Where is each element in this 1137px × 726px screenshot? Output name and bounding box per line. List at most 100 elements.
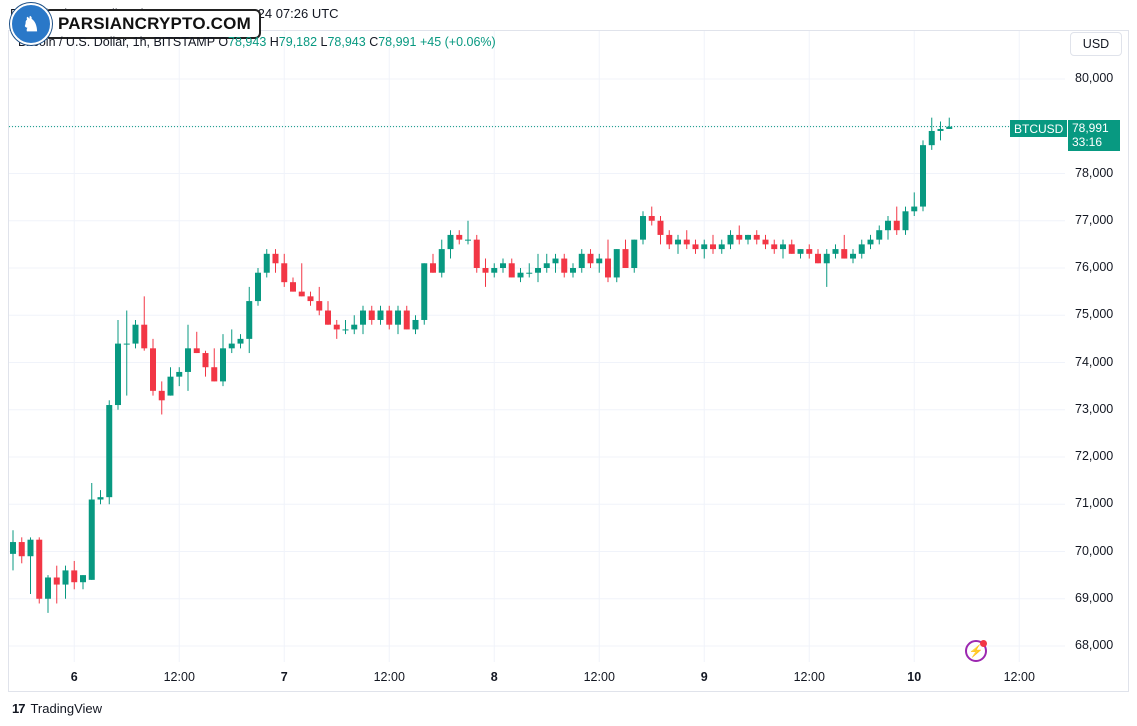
candle — [771, 239, 778, 254]
price-tick-label: 77,000 — [1075, 212, 1114, 227]
time-tick-label: 9 — [700, 670, 708, 684]
candle-body — [858, 244, 865, 254]
candle — [517, 268, 524, 283]
candle-body — [80, 575, 86, 583]
candle — [255, 268, 261, 306]
candle — [762, 234, 769, 250]
candle-body — [88, 499, 95, 580]
candle — [648, 206, 655, 226]
candle — [71, 560, 78, 590]
candle-body — [307, 296, 314, 302]
candle — [62, 565, 69, 599]
price-tick-label: 73,000 — [1075, 401, 1114, 416]
candle — [928, 117, 935, 150]
candle — [438, 239, 445, 278]
candle — [132, 319, 139, 349]
candle — [745, 234, 751, 245]
candle — [508, 258, 515, 278]
candle — [360, 305, 366, 335]
grid — [9, 31, 1065, 662]
candle-body — [368, 310, 375, 320]
candle-body — [780, 244, 786, 250]
candle — [220, 334, 226, 387]
candle — [543, 253, 550, 273]
price-tick-label: 69,000 — [1075, 590, 1114, 605]
candle-body — [333, 324, 340, 330]
time-tick-label: 6 — [70, 670, 78, 684]
candle-body — [360, 310, 366, 325]
candle-body — [920, 145, 926, 207]
candle-body — [806, 249, 813, 254]
candle-body — [613, 249, 620, 278]
candle — [605, 239, 611, 283]
candle — [447, 230, 454, 259]
candle — [718, 239, 725, 254]
candle-body — [815, 253, 821, 264]
last-price-tag: 78,991 33:16 — [1068, 120, 1120, 151]
time-tick-label: 8 — [490, 670, 498, 684]
candle-body — [885, 220, 891, 231]
candle-body — [342, 329, 349, 331]
candle-body — [71, 570, 78, 583]
candle — [368, 305, 375, 325]
candle-body — [412, 319, 419, 330]
candle-body — [762, 239, 769, 245]
price-tick-label: 76,000 — [1075, 260, 1114, 274]
candle — [631, 239, 638, 273]
candle — [675, 234, 681, 254]
candle-body — [220, 348, 226, 382]
time-tick-label: 12:00 — [1003, 670, 1035, 684]
close-value: 78,991 — [378, 35, 417, 49]
close-label: C — [369, 35, 379, 49]
candle — [561, 253, 568, 278]
currency-button[interactable]: USD — [1070, 32, 1122, 56]
candle — [622, 239, 629, 268]
candle-body — [771, 244, 778, 250]
candle-body — [18, 542, 25, 557]
high-label: H — [269, 35, 279, 49]
candle — [88, 482, 95, 580]
candle-body — [578, 253, 585, 268]
candle-body — [386, 310, 393, 325]
lightning-icon[interactable]: ⚡ — [965, 640, 987, 662]
candle-body — [508, 263, 515, 278]
candle-body — [325, 310, 331, 325]
candle-body — [176, 371, 183, 377]
candle-body — [596, 258, 603, 264]
candle-body — [587, 253, 594, 264]
candle-body — [281, 263, 288, 283]
candle-body — [701, 244, 708, 250]
notification-dot — [980, 640, 987, 647]
candle-body — [552, 258, 559, 264]
candle — [395, 305, 401, 335]
change-value: +45 (+0.06%) — [419, 35, 496, 49]
candle — [342, 319, 349, 335]
candle-body — [692, 244, 699, 250]
candle-body — [430, 263, 436, 273]
candle — [211, 348, 218, 382]
candle-body — [535, 268, 541, 273]
ohlc-legend: Bitcoin / U.S. Dollar, 1h, BITSTAMP O78,… — [18, 35, 496, 49]
candle — [386, 305, 393, 330]
candle — [97, 490, 104, 505]
candle — [27, 537, 34, 595]
candle-body — [106, 405, 113, 498]
candle — [788, 239, 795, 254]
candle — [806, 244, 813, 259]
footer: 17 TradingView — [12, 701, 102, 716]
candle — [911, 192, 918, 217]
candle-body — [850, 253, 856, 259]
candle-body — [526, 272, 533, 274]
candle — [867, 234, 874, 250]
candle — [727, 230, 734, 250]
candle — [692, 239, 699, 254]
candle-body — [237, 338, 244, 344]
tradingview-logo-icon: 17 — [12, 701, 26, 716]
open-label: O — [218, 35, 229, 49]
candle — [228, 329, 235, 354]
candle — [841, 234, 848, 259]
candle-body — [657, 220, 664, 235]
candle — [307, 291, 314, 306]
candle — [10, 530, 16, 571]
